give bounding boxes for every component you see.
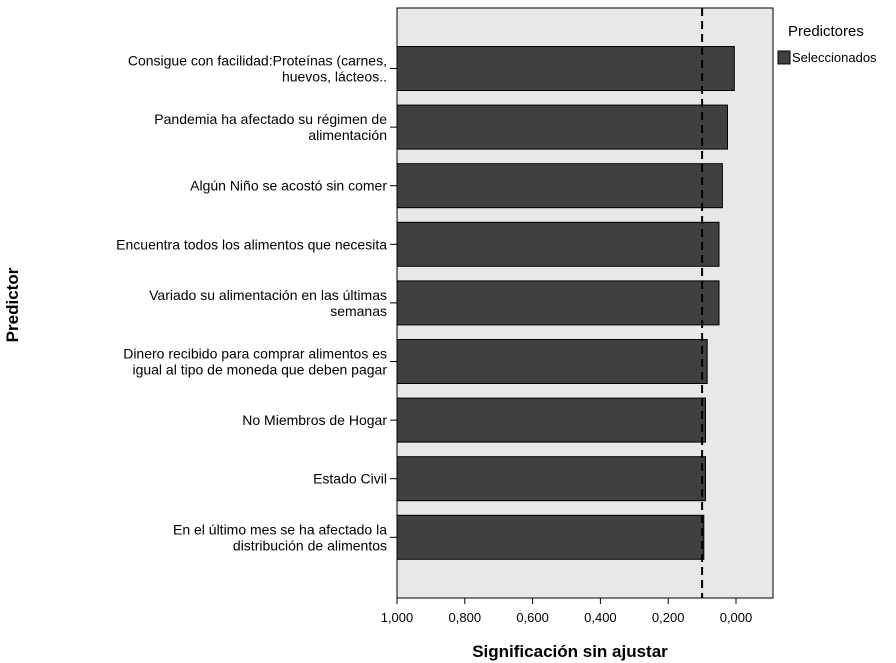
bar-7 [396,456,706,502]
category-label-1-line-1: alimentación [308,127,387,143]
category-label-5-line-0: Dinero recibido para comprar alimentos e… [123,346,387,362]
y-axis-title: Predictor [3,267,22,342]
x-axis-title: Significación sin ajustar [472,642,668,661]
legend-title: Predictores [788,23,864,40]
legend: Predictores Seleccionados [777,23,877,65]
bar-5 [396,339,708,384]
category-label-4-line-1: semanas [330,303,387,319]
category-label-4-line-0: Variado su alimentación en las últimas [149,287,387,303]
bar-3 [396,221,720,267]
category-label-2-line-0: Algún Niño se acostó sin comer [190,178,387,194]
bar-0 [396,46,735,91]
legend-swatch-seleccionados [777,50,791,65]
bar-6 [396,397,706,443]
x-tick-label-5: 0,000 [720,610,753,625]
x-tick-label-3: 0,400 [584,610,617,625]
category-label-8-line-0: En el último mes se ha afectado la [173,521,387,537]
legend-label-seleccionados: Seleccionados [792,50,877,65]
x-tick-label-4: 0,200 [652,610,685,625]
category-label-3-line-0: Encuentra todos los alimentos que necesi… [116,236,387,252]
x-axis: 1,000 0,800 0,600 0,400 0,200 0,000 [381,598,753,625]
category-label-7-line-0: Estado Civil [313,471,387,487]
category-label-1-line-0: Pandemia ha afectado su régimen de [154,111,387,127]
category-label-6-line-0: No Miembros de Hogar [242,412,387,428]
x-tick-label-0: 1,000 [381,610,414,625]
x-tick-label-1: 0,800 [449,610,482,625]
bar-8 [396,514,705,560]
category-labels: Consigue con facilidad:Proteínas (carnes… [116,53,397,553]
bar-1 [396,104,728,150]
bar-2 [396,163,723,209]
category-label-0-line-0: Consigue con facilidad:Proteínas (carnes… [128,53,387,69]
category-label-8-line-1: distribución de alimentos [233,537,387,553]
category-label-0-line-1: huevos, lácteos.. [282,69,387,85]
bars-group [396,46,735,560]
category-label-5-line-1: igual al tipo de moneda que deben pagar [132,362,387,378]
bar-4 [396,280,720,326]
x-tick-label-2: 0,600 [516,610,549,625]
